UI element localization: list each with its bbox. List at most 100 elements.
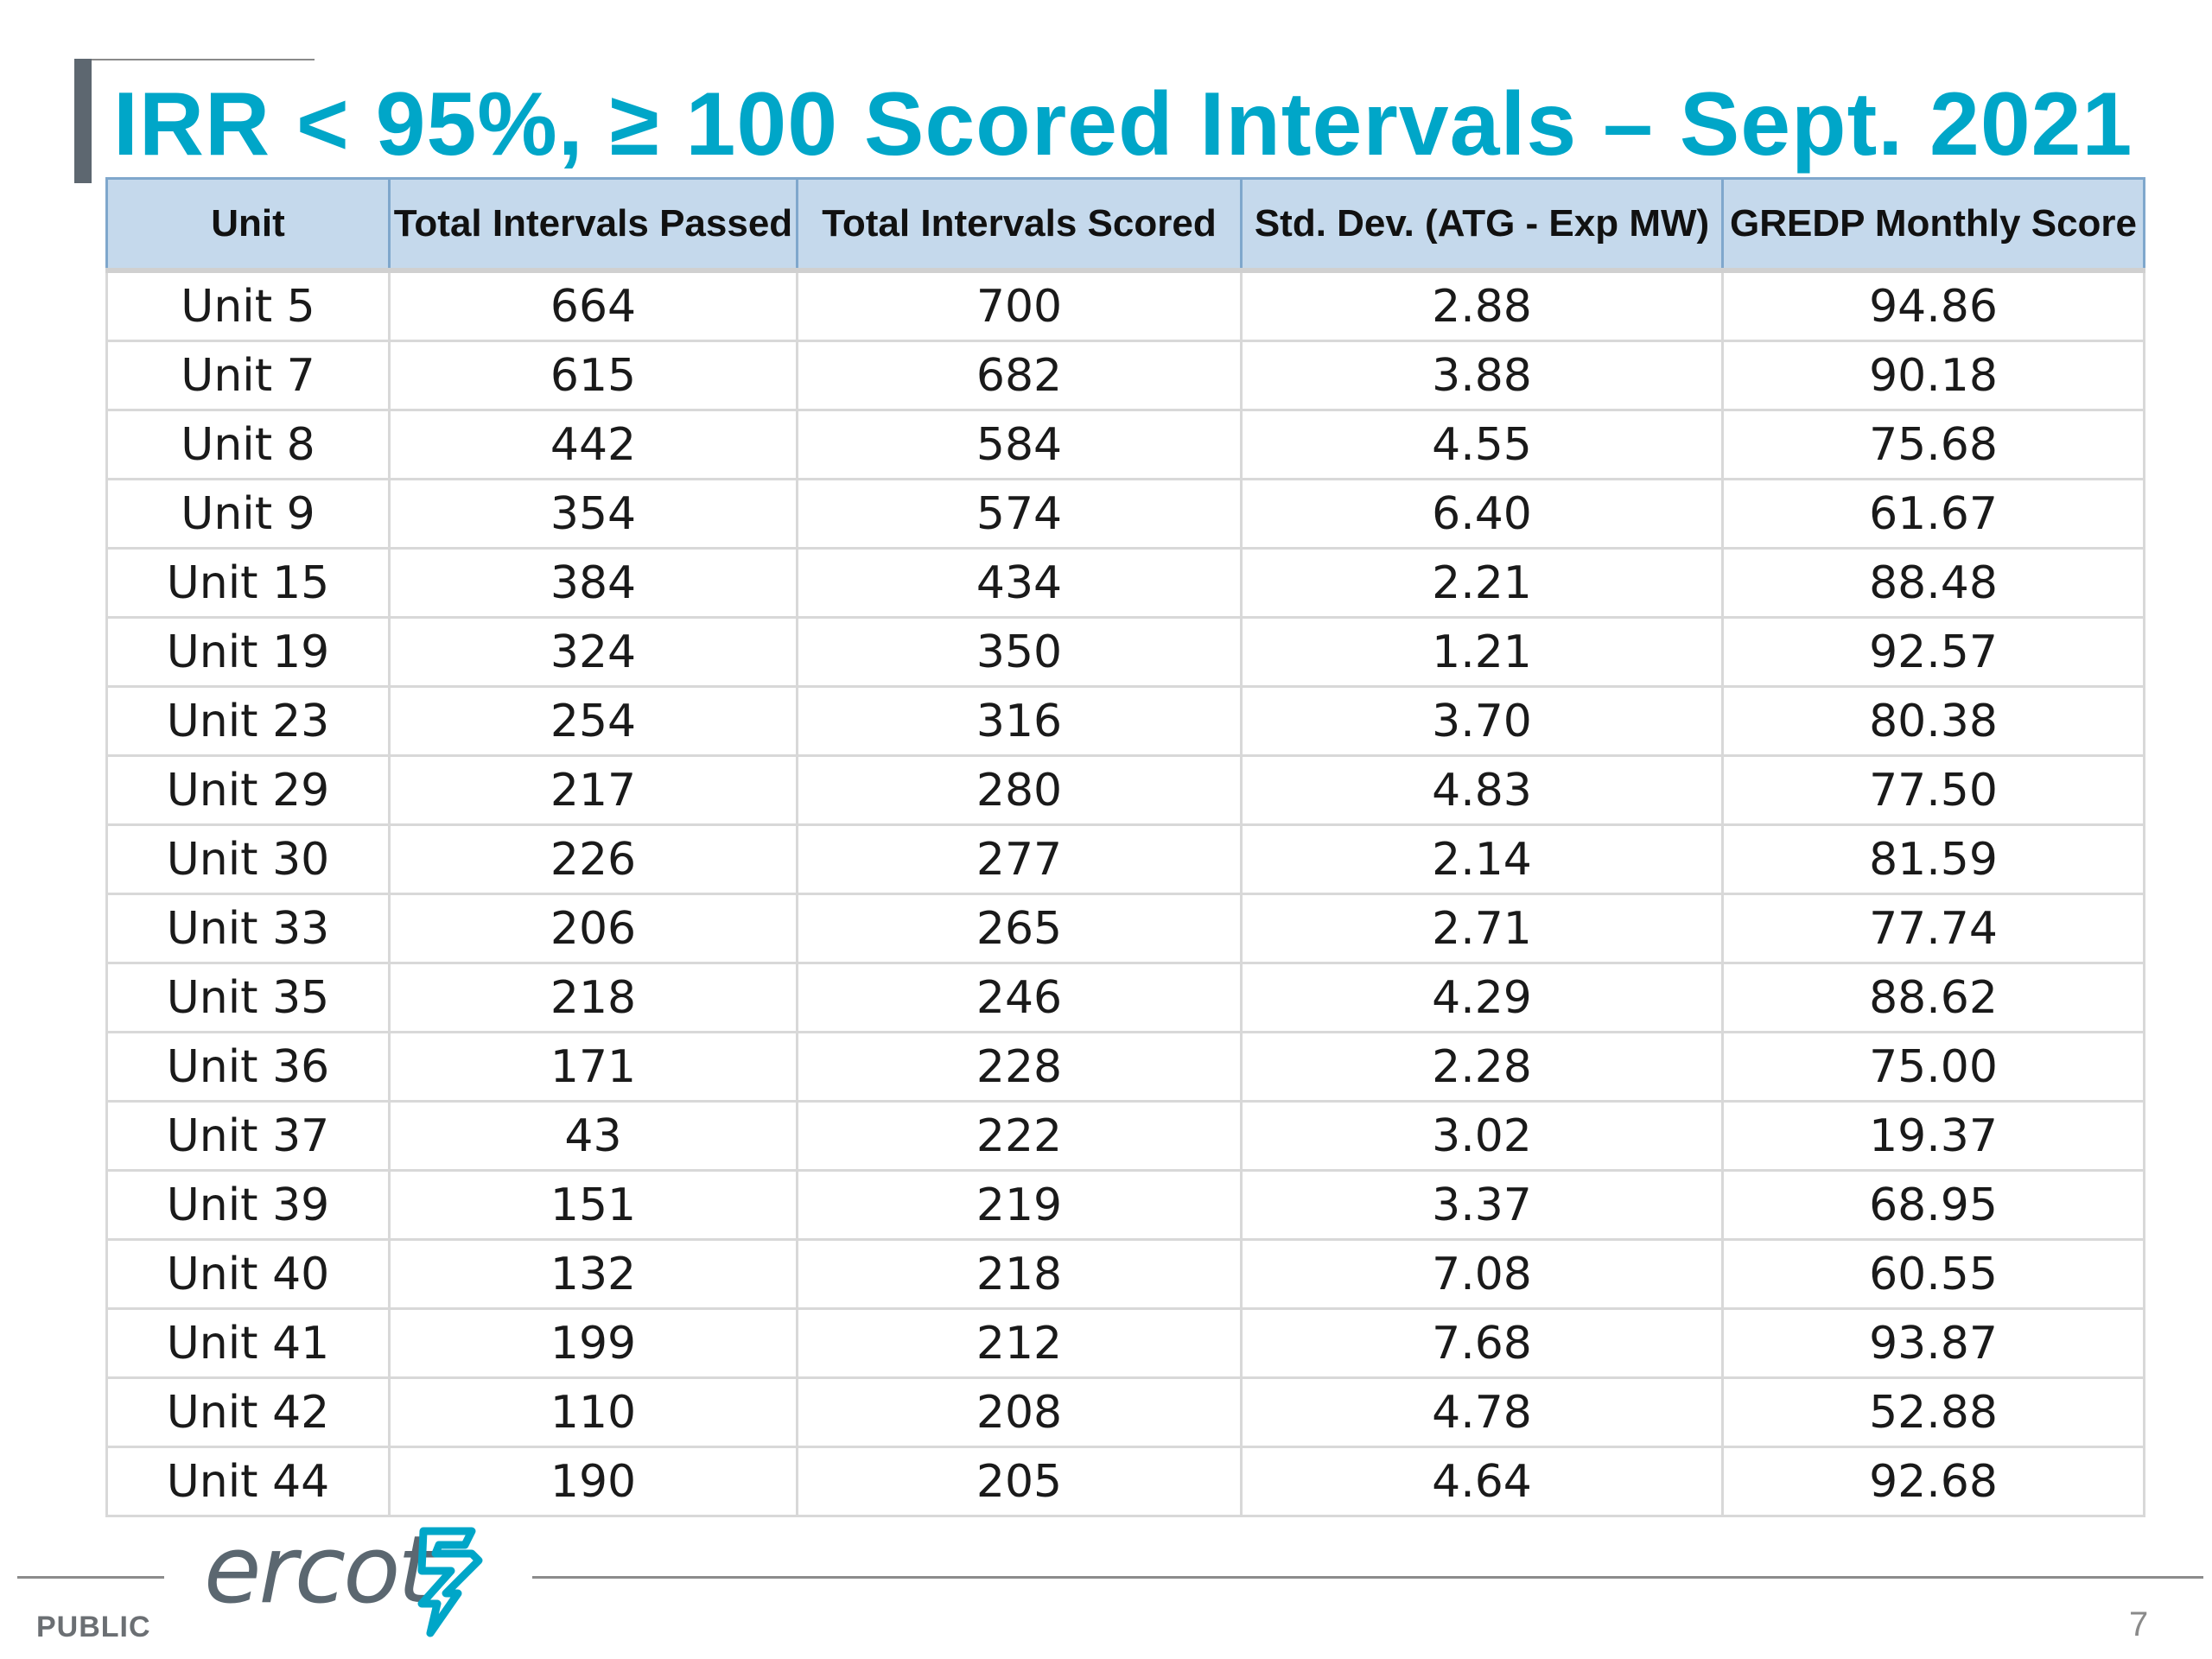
table-row: Unit 23 254 316 3.70 80.38: [105, 685, 2145, 757]
table-cell: Unit 23: [105, 685, 391, 757]
column-header-gredp-monthly-score: GREDP Monthly Score: [1721, 177, 2145, 272]
table-cell: 94.86: [1721, 268, 2145, 342]
table-cell: 75.00: [1721, 1031, 2145, 1103]
table-cell: 277: [796, 823, 1243, 895]
logo-wordmark: ercot: [204, 1516, 435, 1624]
table-cell: 218: [388, 962, 798, 1033]
table-cell: 132: [388, 1238, 798, 1310]
table-cell: 190: [388, 1446, 798, 1517]
footer-classification-label: PUBLIC: [36, 1611, 151, 1643]
table-row: Unit 19 324 350 1.21 92.57: [105, 616, 2145, 688]
table-cell: Unit 5: [105, 268, 391, 342]
table-cell: 77.74: [1721, 893, 2145, 964]
table-cell: 75.68: [1721, 409, 2145, 480]
table-cell: 199: [388, 1307, 798, 1379]
table-row: Unit 7 615 682 3.88 90.18: [105, 340, 2145, 411]
table-cell: Unit 35: [105, 962, 391, 1033]
table-cell: 88.48: [1721, 547, 2145, 619]
table-cell: 6.40: [1240, 478, 1724, 550]
table-cell: 110: [388, 1376, 798, 1448]
table-cell: Unit 15: [105, 547, 391, 619]
table-cell: 7.08: [1240, 1238, 1724, 1310]
table-cell: 2.88: [1240, 268, 1724, 342]
table-cell: 2.28: [1240, 1031, 1724, 1103]
table-cell: 682: [796, 340, 1243, 411]
table-cell: Unit 37: [105, 1100, 391, 1172]
table-cell: 4.78: [1240, 1376, 1724, 1448]
table-cell: 700: [796, 268, 1243, 342]
table-cell: 92.68: [1721, 1446, 2145, 1517]
table-cell: 4.29: [1240, 962, 1724, 1033]
table-cell: 93.87: [1721, 1307, 2145, 1379]
table-cell: 384: [388, 547, 798, 619]
table-cell: 212: [796, 1307, 1243, 1379]
slide-title: IRR < 95%, ≥ 100 Scored Intervals – Sept…: [113, 74, 2133, 175]
table-cell: 208: [796, 1376, 1243, 1448]
table-cell: 4.83: [1240, 754, 1724, 826]
table-cell: 265: [796, 893, 1243, 964]
table-cell: 7.68: [1240, 1307, 1724, 1379]
table-cell: 434: [796, 547, 1243, 619]
table-cell: 92.57: [1721, 616, 2145, 688]
table-cell: Unit 8: [105, 409, 391, 480]
table-cell: 90.18: [1721, 340, 2145, 411]
table-cell: 52.88: [1721, 1376, 2145, 1448]
table-cell: Unit 44: [105, 1446, 391, 1517]
table-cell: 316: [796, 685, 1243, 757]
table-cell: 218: [796, 1238, 1243, 1310]
table-cell: Unit 40: [105, 1238, 391, 1310]
table-row: Unit 35 218 246 4.29 88.62: [105, 962, 2145, 1033]
table-cell: 61.67: [1721, 478, 2145, 550]
table-row: Unit 39 151 219 3.37 68.95: [105, 1169, 2145, 1241]
table-cell: 664: [388, 268, 798, 342]
ercot-lightning-bolt-icon: [417, 1527, 483, 1637]
table-cell: Unit 33: [105, 893, 391, 964]
table-cell: 43: [388, 1100, 798, 1172]
table-cell: 574: [796, 478, 1243, 550]
table-cell: 280: [796, 754, 1243, 826]
table-cell: 19.37: [1721, 1100, 2145, 1172]
scores-table: Unit Total Intervals Passed Total Interv…: [105, 177, 2145, 1517]
column-header-std-dev: Std. Dev. (ATG - Exp MW): [1240, 177, 1724, 272]
table-cell: 77.50: [1721, 754, 2145, 826]
table-row: Unit 42 110 208 4.78 52.88: [105, 1376, 2145, 1448]
table-row: Unit 33 206 265 2.71 77.74: [105, 893, 2145, 964]
table-cell: 584: [796, 409, 1243, 480]
table-row: Unit 8 442 584 4.55 75.68: [105, 409, 2145, 480]
table-cell: 3.70: [1240, 685, 1724, 757]
column-header-total-intervals-passed: Total Intervals Passed: [388, 177, 798, 272]
table-header-row: Unit Total Intervals Passed Total Interv…: [105, 177, 2145, 272]
table-cell: 68.95: [1721, 1169, 2145, 1241]
table-cell: 254: [388, 685, 798, 757]
page-number: 7: [2129, 1605, 2149, 1643]
table-cell: 2.14: [1240, 823, 1724, 895]
table-cell: 205: [796, 1446, 1243, 1517]
table-cell: Unit 36: [105, 1031, 391, 1103]
title-accent-bar: [74, 59, 92, 183]
table-cell: Unit 29: [105, 754, 391, 826]
table-cell: 217: [388, 754, 798, 826]
table-cell: 246: [796, 962, 1243, 1033]
table-cell: Unit 19: [105, 616, 391, 688]
table-cell: 442: [388, 409, 798, 480]
column-header-unit: Unit: [105, 177, 391, 272]
table-cell: Unit 9: [105, 478, 391, 550]
table-row: Unit 41 199 212 7.68 93.87: [105, 1307, 2145, 1379]
table-row: Unit 40 132 218 7.08 60.55: [105, 1238, 2145, 1310]
column-header-total-intervals-scored: Total Intervals Scored: [796, 177, 1243, 272]
table-cell: 226: [388, 823, 798, 895]
table-body: Unit 5 664 700 2.88 94.86 Unit 7 615 682 3.88 90.…: [105, 268, 2145, 1517]
table-cell: 350: [796, 616, 1243, 688]
table-cell: 80.38: [1721, 685, 2145, 757]
table-cell: 4.55: [1240, 409, 1724, 480]
table-cell: 4.64: [1240, 1446, 1724, 1517]
table-cell: 1.21: [1240, 616, 1724, 688]
table-cell: 3.37: [1240, 1169, 1724, 1241]
table-cell: 81.59: [1721, 823, 2145, 895]
table-row: Unit 36 171 228 2.28 75.00: [105, 1031, 2145, 1103]
table-cell: 324: [388, 616, 798, 688]
table-cell: 354: [388, 478, 798, 550]
table-cell: 222: [796, 1100, 1243, 1172]
title-top-rule: [79, 59, 315, 60]
table-cell: 228: [796, 1031, 1243, 1103]
